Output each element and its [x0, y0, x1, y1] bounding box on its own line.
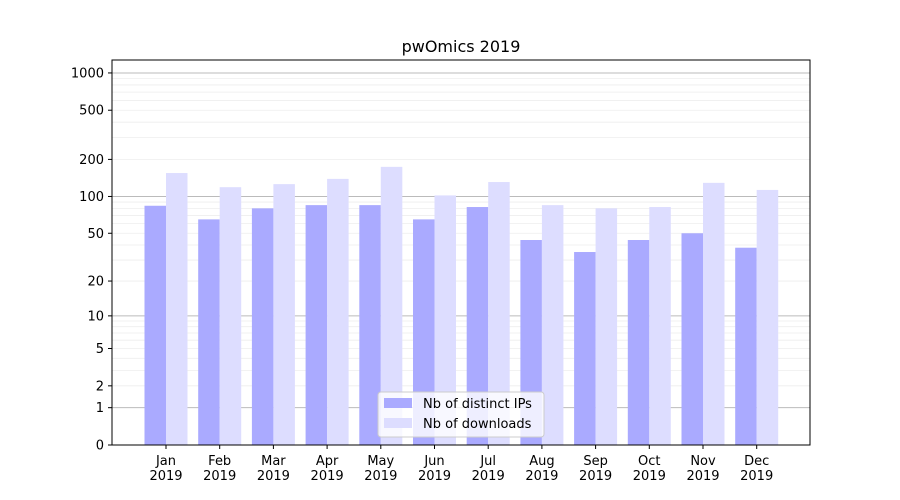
bar-downloads: [273, 184, 295, 445]
legend-box: [377, 391, 545, 438]
bar-downloads: [703, 182, 725, 445]
bar-downloads: [380, 166, 403, 445]
bar-ips: [735, 247, 757, 445]
x-tick-label: Jan 2019: [149, 454, 182, 484]
y-tick-label: 20: [87, 275, 104, 290]
x-tick-label: Jul 2019: [472, 454, 505, 484]
y-tick-label: 2: [96, 379, 104, 394]
bar-ips: [574, 252, 596, 445]
x-tick-label: Jun 2019: [418, 454, 451, 484]
bar-ips: [251, 208, 274, 445]
x-tick-label: Apr 2019: [311, 454, 344, 484]
x-tick-label: Nov 2019: [686, 454, 719, 484]
y-tick-label: 0: [96, 439, 104, 454]
bar-downloads: [595, 208, 618, 445]
legend-swatch: [384, 418, 412, 428]
y-tick-label: 50: [87, 227, 104, 242]
bar-ips: [198, 219, 220, 445]
bar-downloads: [649, 207, 671, 445]
bar-ips: [413, 219, 435, 445]
bar-downloads: [327, 178, 349, 445]
bar-downloads: [166, 173, 188, 445]
y-tick-label: 1: [96, 401, 104, 416]
bar-ips: [466, 207, 489, 445]
legend-swatch: [384, 398, 412, 408]
y-tick-label: 100: [79, 190, 104, 205]
x-tick-label: Aug 2019: [525, 454, 558, 484]
x-tick-label: May 2019: [364, 454, 397, 484]
y-tick-label: 10: [87, 309, 104, 324]
bar-downloads: [756, 189, 779, 445]
x-tick-label: Feb 2019: [203, 454, 236, 484]
bar-downloads: [434, 195, 456, 445]
y-tick-label: 5: [96, 342, 104, 357]
plot-frame: [111, 59, 811, 446]
bar-ips: [305, 205, 328, 445]
x-tick-label: Sep 2019: [579, 454, 612, 484]
y-tick-label: 500: [79, 104, 104, 119]
bar-downloads: [488, 182, 510, 445]
x-tick-label: Oct 2019: [633, 454, 666, 484]
bar-ips: [627, 240, 650, 445]
bar-ips: [681, 233, 703, 445]
chart-title: pwOmics 2019: [402, 37, 521, 56]
bar-downloads: [219, 187, 242, 445]
x-tick-label: Dec 2019: [740, 454, 773, 484]
bar-ips: [144, 205, 166, 445]
y-tick-label: 200: [79, 153, 104, 168]
bar-ips: [359, 205, 381, 445]
x-tick-label: Mar 2019: [257, 454, 290, 484]
y-tick-label: 1000: [71, 66, 104, 81]
bar-downloads: [541, 205, 564, 445]
legend-label: Nb of downloads: [423, 417, 532, 432]
legend-label: Nb of distinct IPs: [423, 397, 532, 412]
